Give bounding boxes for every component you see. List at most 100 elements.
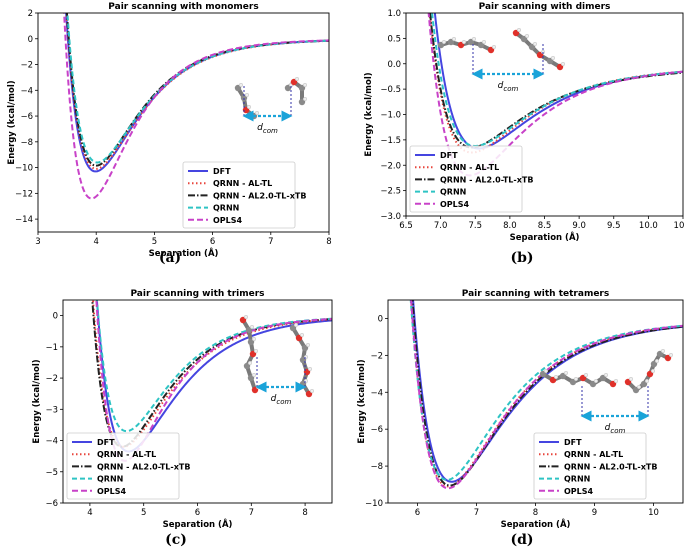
x-tick-label: 9.5 — [607, 221, 621, 231]
dcom-label: dcom — [257, 123, 278, 135]
legend-entry-label: QRNN — [440, 188, 466, 197]
legend: DFT QRNN - AL-TL QRNN - AL2.0-TL-xTB QRNN OP… — [533, 432, 657, 500]
hydrogen-atom — [583, 372, 589, 378]
hydrogen-atom — [524, 33, 530, 39]
legend: DFT QRNN - AL-TL QRNN - AL2.0-TL-xTB QRNN OP… — [66, 432, 190, 500]
hydrogen-atom — [309, 388, 315, 394]
legend-entry-label: OPLS4 — [440, 200, 470, 209]
molecule-1 — [437, 36, 497, 54]
molecule-illustration: dcom — [234, 76, 308, 135]
hydrogen-atom — [532, 41, 538, 47]
legend-entry-label: OPLS4 — [213, 216, 243, 225]
x-tick-label: 10.5 — [674, 221, 685, 231]
x-tick-label: 6 — [195, 508, 200, 518]
chart-panel-2: Pair scanning with dimers 6.5 7.0 7.5 8.0 8.5… — [364, 2, 685, 243]
y-tick-label: −6 — [370, 425, 383, 435]
y-tick-label: −10 — [365, 499, 383, 509]
panel-label: (a) — [159, 250, 181, 266]
hydrogen-atom — [249, 324, 255, 330]
y-tick-label: −4 — [370, 388, 383, 398]
hydrogen-atom — [302, 82, 308, 88]
series-line-dft — [65, 13, 329, 173]
chart-title: Pair scanning with tetramers — [462, 289, 609, 299]
legend-entry-label: QRNN - AL2.0-TL-xTB — [213, 191, 306, 200]
hydrogen-atom — [560, 61, 566, 67]
panel-label: (b) — [510, 250, 533, 266]
hydrogen-atom — [573, 376, 579, 382]
hydrogen-atom — [471, 36, 477, 42]
y-tick-label: −12 — [15, 189, 33, 199]
panel-label: (d) — [510, 532, 533, 548]
y-tick-label: −3.0 — [380, 212, 401, 222]
y-tick-label: −8 — [20, 138, 33, 148]
x-tick-label: 8 — [302, 508, 307, 518]
x-tick-label: 6 — [210, 237, 215, 247]
hydrogen-atom — [307, 366, 313, 372]
y-tick-label: −0.5 — [380, 85, 401, 95]
x-tick-label: 8.0 — [503, 221, 517, 231]
y-axis-label: Energy (kcal/mol) — [7, 80, 17, 164]
plot-frame — [37, 12, 330, 233]
series-line-qrnn-al2-0-tl-xtb — [65, 13, 329, 167]
series-line-qrnn — [409, 300, 683, 481]
x-tick-label: 6.5 — [399, 221, 413, 231]
hydrogen-atom — [613, 378, 619, 384]
legend-entry-label: DFT — [97, 438, 115, 447]
hydrogen-atom — [550, 55, 556, 61]
hydrogen-atom — [247, 360, 253, 366]
legend-entry-label: DFT — [440, 151, 458, 160]
series-line-opls4 — [410, 300, 683, 490]
x-tick-label: 8.5 — [538, 221, 552, 231]
plot-area — [91, 300, 332, 462]
legend-entry-label: QRNN — [213, 204, 239, 213]
hydrogen-atom — [660, 348, 666, 354]
y-tick-label: 0 — [378, 314, 383, 324]
plot-area — [409, 300, 683, 490]
x-tick-label: 3 — [35, 237, 40, 247]
legend-entry-label: QRNN - AL-TL — [440, 163, 499, 172]
legend-entry-label: QRNN - AL2.0-TL-xTB — [564, 462, 657, 471]
x-tick-label: 8 — [533, 508, 538, 518]
x-tick-label: 10 — [648, 508, 659, 518]
x-tick-label: 7 — [474, 508, 479, 518]
hydrogen-atom — [628, 376, 634, 382]
legend-entry-label: OPLS4 — [564, 487, 594, 496]
hydrogen-atom — [593, 378, 599, 384]
x-tick-label: 7 — [249, 508, 254, 518]
molecule-illustration: dcom — [437, 27, 566, 93]
hydrogen-atom — [654, 358, 660, 364]
hydrogen-atom — [293, 322, 299, 328]
y-tick-label: −2.0 — [380, 161, 401, 171]
series-line-qrnn-al-tl — [409, 300, 683, 488]
legend-entry-label: QRNN — [97, 475, 123, 484]
y-tick-label: −6 — [45, 499, 58, 509]
y-axis-label: Energy (kcal/mol) — [357, 359, 367, 443]
legend: DFT QRNN - AL-TL QRNN - AL2.0-TL-xTB QRNN OP… — [409, 145, 533, 213]
legend: DFT QRNN - AL-TL QRNN - AL2.0-TL-xTB QRNN OP… — [182, 161, 306, 229]
y-tick-label: −4 — [20, 86, 33, 96]
hydrogen-atom — [481, 39, 487, 45]
y-tick-label: −2 — [45, 374, 58, 384]
x-axis-label: Separation (Å) — [163, 519, 233, 530]
hydrogen-atom — [650, 368, 656, 374]
series-line-qrnn — [66, 13, 329, 164]
molecule-1 — [234, 82, 260, 120]
hydrogen-atom — [238, 82, 244, 88]
dcom-label: dcom — [498, 81, 519, 93]
x-axis-label: Separation (Å) — [510, 232, 580, 243]
y-tick-label: −2 — [20, 61, 33, 71]
legend-box — [533, 432, 647, 500]
y-tick-label: 0 — [28, 35, 33, 45]
hydrogen-atom — [563, 370, 569, 376]
y-tick-label: −6 — [20, 112, 33, 122]
y-tick-label: −1 — [45, 343, 58, 353]
x-tick-label: 7.0 — [434, 221, 448, 231]
x-tick-label: 5 — [152, 237, 157, 247]
series-line-opls4 — [63, 13, 329, 200]
molecule-2 — [284, 76, 308, 106]
hydrogen-atom — [244, 92, 250, 98]
hydrogen-atom — [461, 39, 467, 45]
y-tick-label: −2.5 — [380, 187, 401, 197]
